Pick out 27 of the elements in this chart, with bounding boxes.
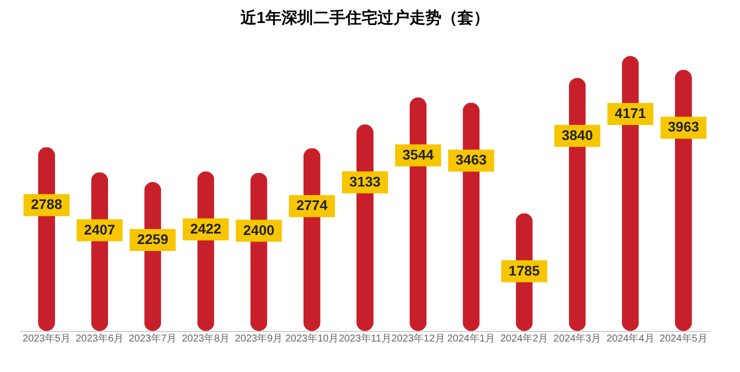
data-label: 3133: [349, 173, 381, 190]
x-tick-label: 2024年1月: [447, 332, 496, 344]
data-label: 2400: [243, 222, 275, 238]
data-label: 4171: [614, 105, 646, 121]
x-tick-label: 2024年4月: [606, 332, 654, 344]
x-tick-label: 2024年3月: [553, 332, 602, 344]
x-tick-label: 2023年6月: [76, 332, 124, 344]
chart-title: 近1年深圳二手住宅过户走势（套）: [240, 8, 490, 27]
x-tick-label: 2023年11月: [338, 332, 392, 344]
x-tick-label: 2023年10月: [285, 332, 339, 344]
data-label: 2788: [30, 196, 62, 212]
data-label: 2259: [137, 231, 168, 248]
data-label: 3840: [562, 126, 594, 143]
data-label: 2407: [84, 221, 116, 238]
data-label: 2774: [296, 197, 328, 214]
x-tick-label: 2023年12月: [391, 332, 445, 344]
x-tick-label: 2024年2月: [500, 332, 548, 344]
data-label: 2422: [190, 220, 222, 236]
x-tick-label: 2023年9月: [234, 332, 283, 344]
data-label: 3463: [456, 152, 487, 168]
data-label: 3963: [668, 118, 700, 135]
x-tick-label: 2023年7月: [128, 332, 177, 344]
x-tick-label: 2023年5月: [22, 332, 70, 344]
x-tick-label: 2024年5月: [660, 332, 708, 344]
data-label: 3544: [402, 146, 434, 162]
data-label: 1785: [508, 262, 540, 278]
x-tick-label: 2023年8月: [182, 332, 230, 344]
